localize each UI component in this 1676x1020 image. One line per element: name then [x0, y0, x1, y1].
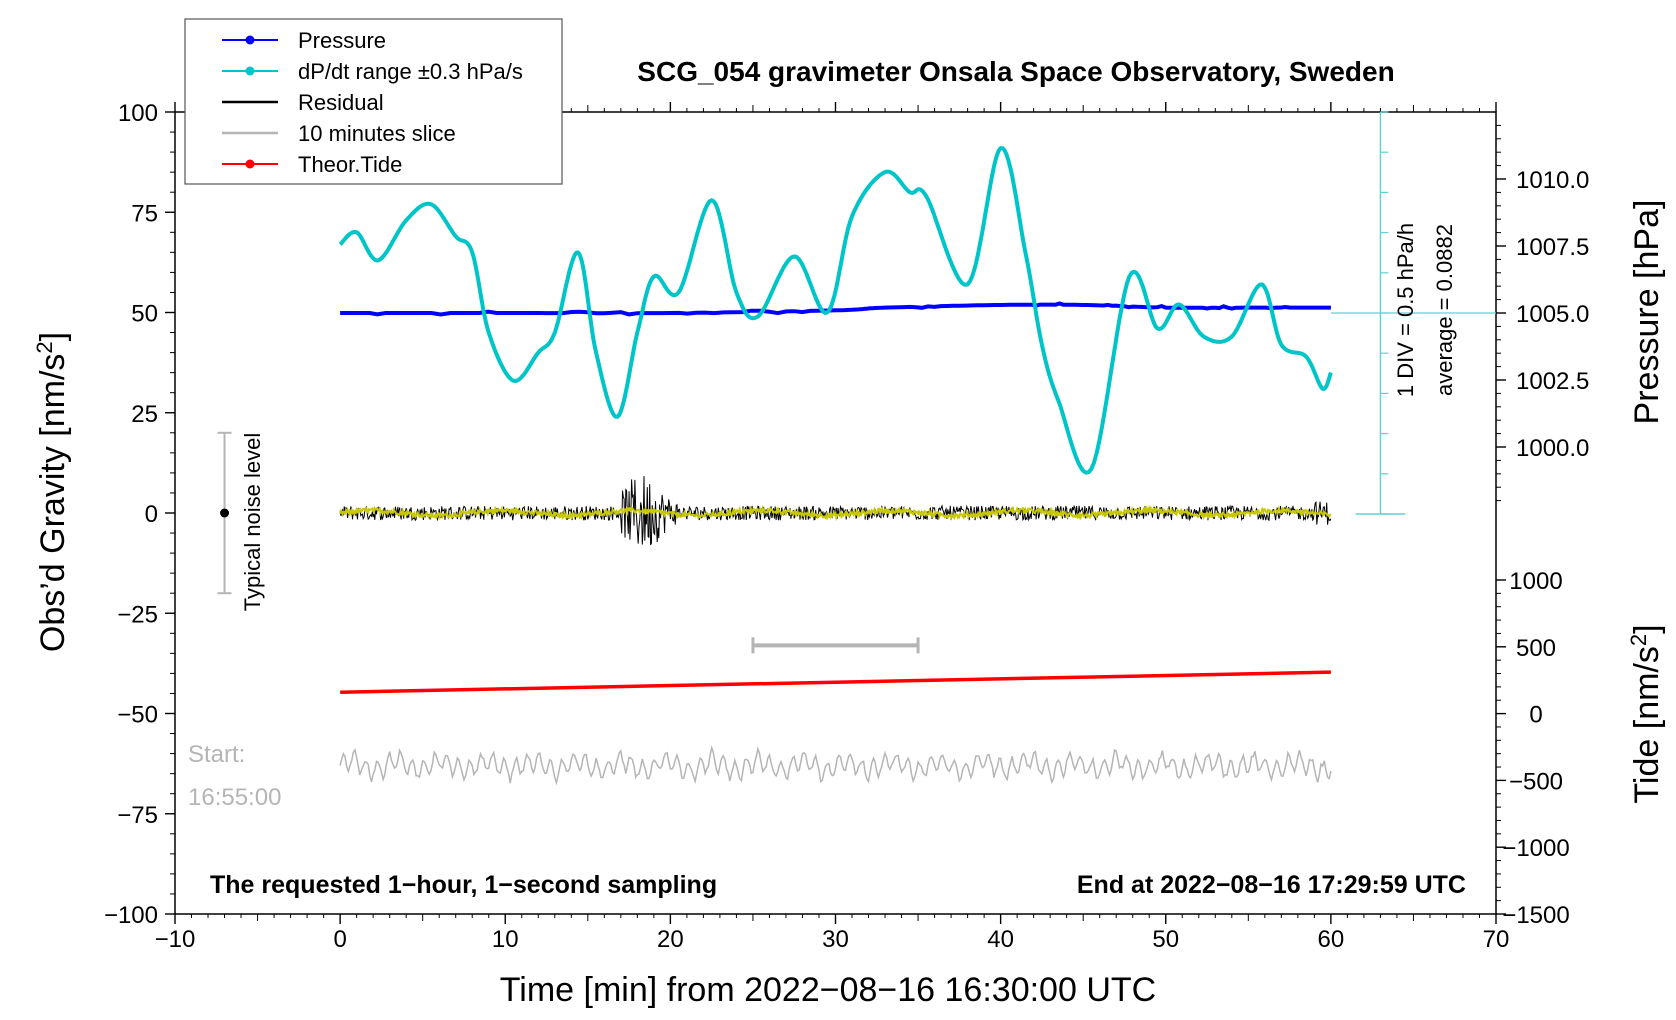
y-tick-label: 0 [145, 501, 158, 528]
tide-tick-label: −1000 [1502, 835, 1569, 862]
pressure-tick-label: 1002.5 [1516, 368, 1589, 395]
y-tick-label: 100 [118, 100, 158, 127]
chart-title: SCG_054 gravimeter Onsala Space Observat… [637, 56, 1394, 87]
pressure-tick-label: 1000.0 [1516, 435, 1589, 462]
y-tick-label: −25 [117, 601, 158, 628]
tide-tick-label: 1000 [1509, 568, 1562, 595]
series-dpdt-line [338, 146, 1333, 475]
legend-item-dpdt: dP/dt range ±0.3 hPa/s [222, 59, 523, 84]
legend-item-slice: 10 minutes slice [222, 121, 456, 146]
y-axis-pressure-label: Pressure [hPa] [1628, 200, 1666, 425]
x-tick-label: 70 [1483, 926, 1510, 953]
footer-right: End at 2022−08−16 17:29:59 UTC [1077, 871, 1466, 899]
y-tick-label: −75 [117, 802, 158, 829]
legend-item-tide: Theor.Tide [222, 152, 402, 177]
y-tick-label: −50 [117, 702, 158, 729]
series-residual-smoothed-line [339, 504, 1332, 522]
legend-marker [245, 159, 255, 169]
y-axis-left-label: Obs’d Gravity [nm/s2] [32, 332, 72, 652]
x-tick-label: 60 [1318, 926, 1345, 953]
series-tide-line [340, 670, 1331, 694]
start-time: 16:55:00 [188, 784, 281, 811]
footer-left: The requested 1−hour, 1−second sampling [210, 871, 717, 899]
tide-tick-label: −1500 [1502, 902, 1569, 929]
x-tick-label: 20 [657, 926, 684, 953]
x-axis-label: Time [min] from 2022−08−16 16:30:00 UTC [500, 971, 1156, 1009]
legend: Pressure dP/dt range ±0.3 hPa/s Residual… [184, 18, 563, 185]
x-tick-label: 10 [492, 926, 519, 953]
legend-label: 10 minutes slice [298, 121, 456, 146]
y-tick-label: −100 [104, 902, 158, 929]
x-tick-label: 0 [333, 926, 346, 953]
x-tick-label: −10 [155, 926, 196, 953]
noise-bar-dot [220, 508, 230, 518]
legend-label: dP/dt range ±0.3 hPa/s [298, 59, 523, 84]
legend-item-pressure: Pressure [222, 28, 386, 53]
y-tick-label: 25 [131, 401, 158, 428]
legend-marker [245, 35, 255, 45]
x-tick-label: 30 [822, 926, 849, 953]
tide-tick-label: 0 [1529, 702, 1542, 729]
legend-label: Pressure [298, 28, 386, 53]
y-tick-label: 50 [131, 301, 158, 328]
pressure-tick-label: 1007.5 [1516, 234, 1589, 261]
legend-label: Residual [298, 90, 384, 115]
y-axis-tide-label: Tide [nm/s2] [1626, 624, 1666, 803]
average-annotation: average = 0.0882 [1432, 224, 1457, 396]
y-tick-label: 75 [131, 200, 158, 227]
legend-label: Theor.Tide [298, 152, 402, 177]
x-tick-label: 40 [987, 926, 1014, 953]
chart-plot-area: −10 0 10 20 30 40 50 60 701007550250−25−50−75−10… [104, 100, 1589, 953]
tide-tick-label: −500 [1509, 768, 1563, 795]
scale-div-annotation: 1 DIV = 0.5 hPa/h [1393, 223, 1418, 397]
noise-level-label: Typical noise level [240, 433, 265, 612]
pressure-tick-label: 1005.0 [1516, 301, 1589, 328]
chart-series [217, 146, 1333, 786]
x-tick-label: 50 [1152, 926, 1179, 953]
pressure-tick-label: 1010.0 [1516, 167, 1589, 194]
start-label: Start: [188, 741, 245, 768]
legend-marker [245, 66, 255, 76]
legend-item-residual: Residual [222, 90, 384, 115]
series-slice-line [339, 744, 1332, 786]
tide-tick-label: 500 [1516, 635, 1556, 662]
